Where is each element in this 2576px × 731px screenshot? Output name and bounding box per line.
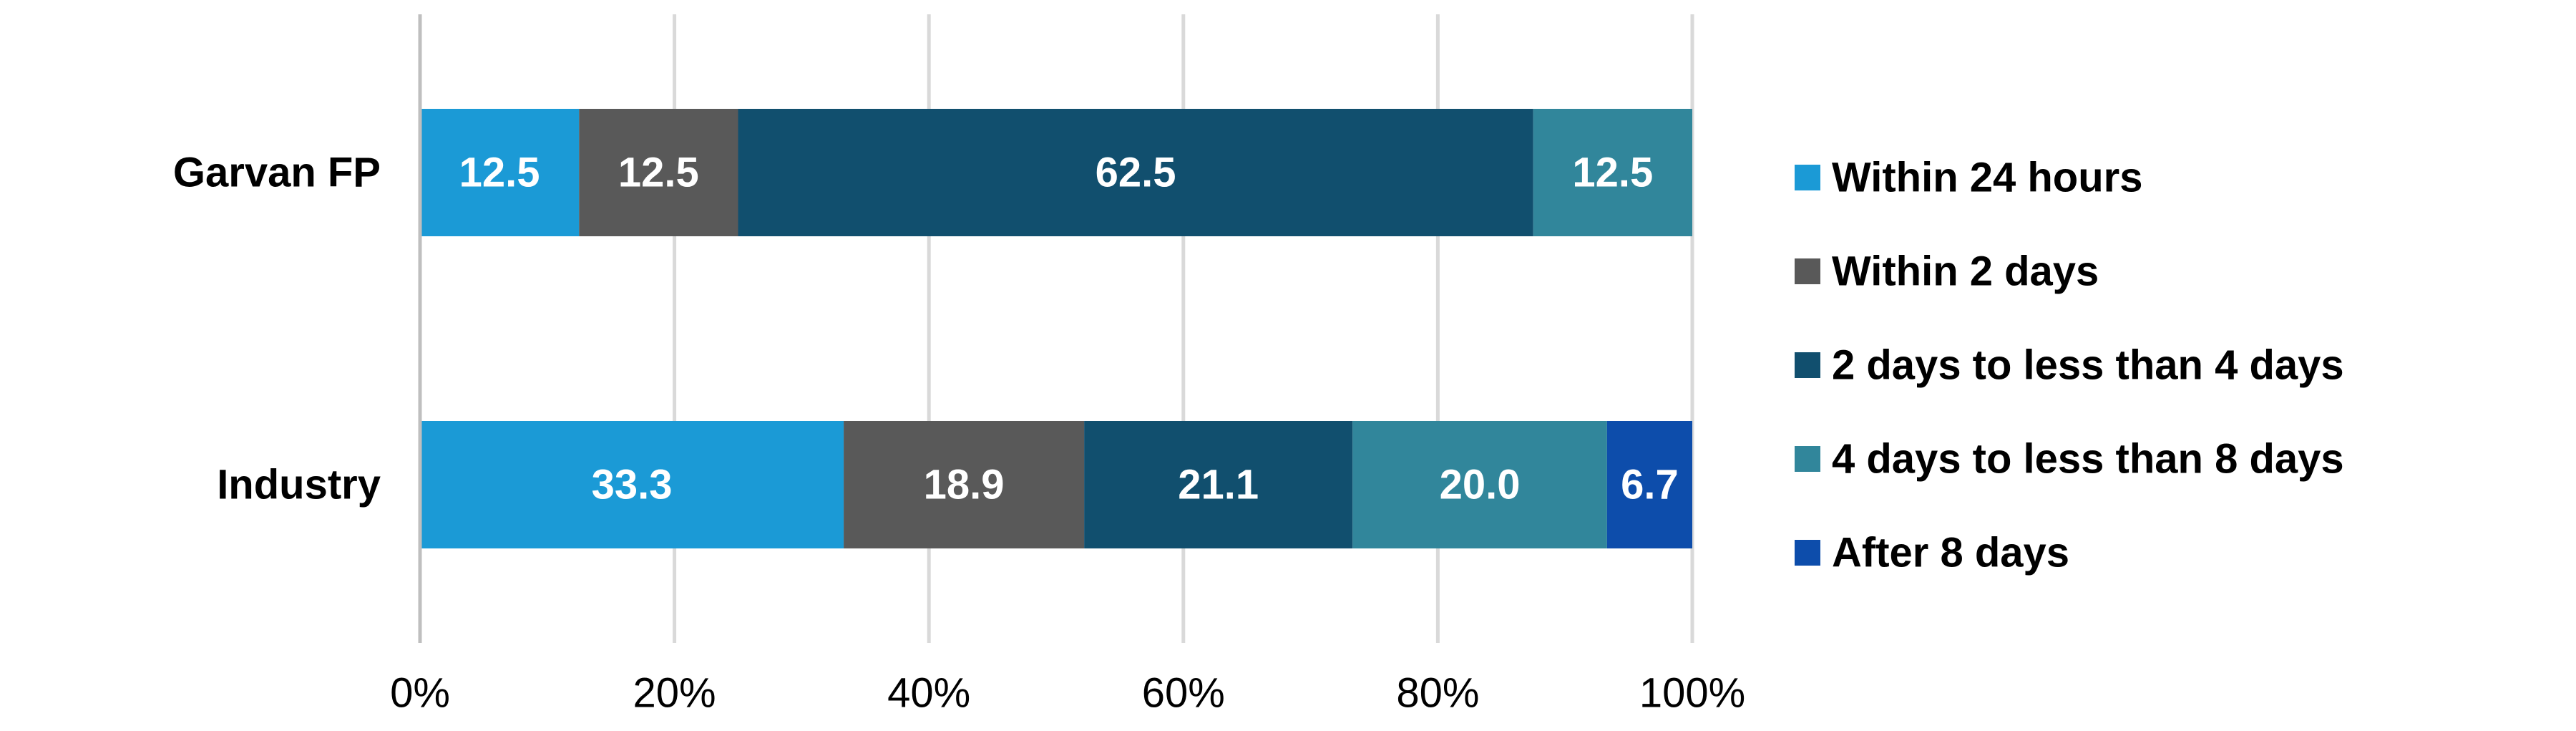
bar-segment xyxy=(420,421,844,548)
legend-label: 4 days to less than 8 days xyxy=(1832,436,2344,483)
legend: Within 24 hours Within 2 days 2 days to le… xyxy=(1795,155,2344,576)
data-label: 62.5 xyxy=(1096,150,1176,196)
legend-swatch xyxy=(1795,258,1820,284)
x-tick-label: 60% xyxy=(1142,670,1225,717)
bar-segment xyxy=(1084,421,1353,548)
bar-segment xyxy=(738,109,1533,236)
bar-segment xyxy=(420,109,580,236)
data-label: 12.5 xyxy=(618,150,699,196)
data-label: 21.1 xyxy=(1178,462,1259,508)
gridlines xyxy=(673,14,1694,643)
bar-segment xyxy=(1533,109,1692,236)
legend-label: Within 24 hours xyxy=(1832,155,2143,201)
data-label: 12.5 xyxy=(459,150,540,196)
data-label: 20.0 xyxy=(1440,462,1521,508)
data-label: 33.3 xyxy=(592,462,673,508)
legend-swatch xyxy=(1795,352,1820,378)
bar-segment xyxy=(1352,421,1607,548)
legend-swatch xyxy=(1795,165,1820,190)
x-tick-label: 0% xyxy=(390,670,450,717)
bar-segment xyxy=(579,109,738,236)
legend-swatch xyxy=(1795,446,1820,472)
legend-swatch xyxy=(1795,540,1820,566)
data-label: 12.5 xyxy=(1572,150,1653,196)
x-tick-label: 20% xyxy=(633,670,716,717)
legend-label: After 8 days xyxy=(1832,530,2069,576)
axes: Garvan FP Industry 0% 20% 40% 60% 80% 100% xyxy=(173,14,1745,717)
x-tick-label: 100% xyxy=(1639,670,1745,717)
data-label: 18.9 xyxy=(924,462,1005,508)
category-label: Garvan FP xyxy=(173,150,381,196)
x-tick-label: 40% xyxy=(887,670,970,717)
bar-segment xyxy=(844,421,1085,548)
data-label: 6.7 xyxy=(1621,462,1679,508)
category-label: Industry xyxy=(217,462,381,508)
legend-label: 2 days to less than 4 days xyxy=(1832,342,2344,389)
bars: 12.5 12.5 62.5 12.5 33.3 18.9 21.1 20.0 6.7 xyxy=(420,109,1692,548)
bar-segment xyxy=(1606,421,1692,548)
legend-label: Within 2 days xyxy=(1832,248,2099,295)
x-tick-label: 80% xyxy=(1396,670,1479,717)
